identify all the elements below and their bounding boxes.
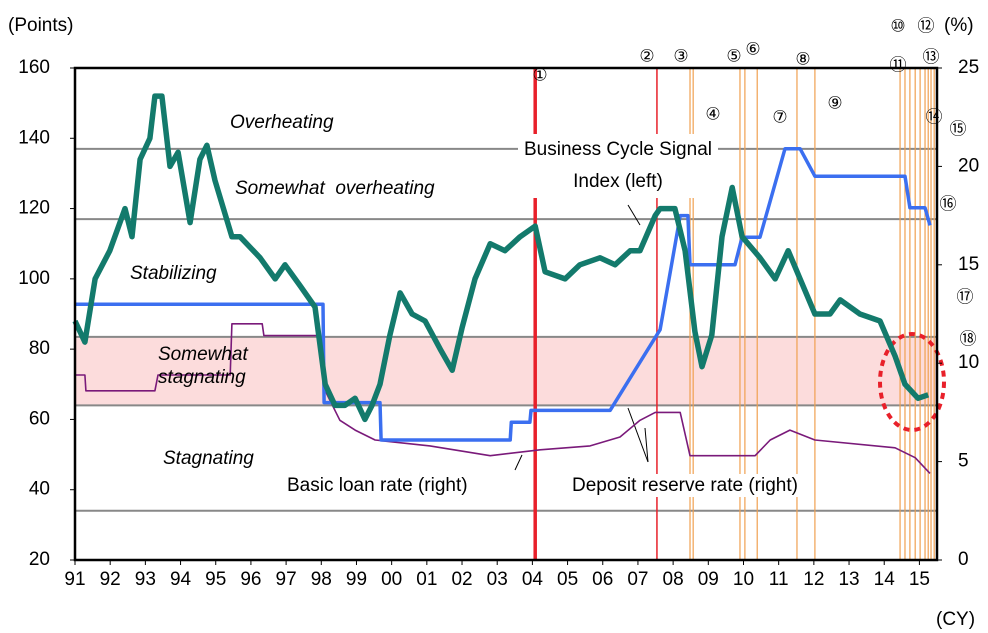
event-label: ⑭ [926,107,943,126]
x-tick-label: 94 [170,569,192,590]
event-label: ④ [705,104,720,123]
event-label: ⑥ [745,39,760,58]
shaded-band [75,336,937,406]
y-tick-label: 80 [29,338,50,359]
x-tick-label: 15 [909,569,930,590]
series-label: Deposit reserve rate (right) [572,474,798,497]
y-tick-label: 20 [29,549,50,570]
event-label: ⑪ [890,55,907,74]
x-tick-label: 00 [381,569,402,590]
y2-axis-label: (%) [944,15,974,36]
y2-tick-label: 15 [958,254,979,275]
x-tick-label: 95 [205,569,226,590]
x-tick-label: 99 [346,569,367,590]
y-tick-label: 60 [29,408,50,429]
x-tick-label: 01 [416,569,437,590]
event-label: ③ [673,46,688,65]
event-label: ⑩ [890,16,905,35]
x-tick-label: 12 [803,569,824,590]
event-label: ⑮ [950,119,967,138]
y2-tick-label: 25 [958,57,979,78]
event-label: ① [532,65,547,84]
y2-tick-label: 10 [958,352,979,373]
highlight-ellipse [878,332,946,432]
event-label: ⑬ [923,47,940,66]
event-label: ⑰ [957,287,974,306]
x-tick-label: 14 [874,569,896,590]
event-label: ⑦ [772,107,787,126]
x-tick-label: 07 [627,569,648,590]
zone-label: Somewhat stagnating [158,344,248,388]
x-tick-label: 92 [100,569,121,590]
y-tick-label: 160 [18,57,50,78]
zone-label: Somewhat overheating [235,178,435,199]
series-label: Business Cycle Signal Index (left) [518,134,718,198]
event-label: ⑫ [918,16,935,35]
y-tick-label: 120 [18,198,50,219]
series-label: Basic loan rate (right) [287,474,468,497]
zone-label: Stabilizing [130,263,217,284]
plot-frame [73,66,939,562]
event-label: ⑯ [940,194,957,213]
x-tick-label: 09 [698,569,719,590]
pointer-arrows [514,204,649,471]
x-tick-label: 04 [522,569,544,590]
x-tick-label: 13 [838,569,859,590]
event-label: ⑱ [960,329,977,348]
x-tick-label: 11 [769,569,789,590]
zone-label: Stagnating [163,448,254,469]
y2-tick-label: 20 [958,155,979,176]
x-tick-label: 91 [64,569,85,590]
x-tick-label: 10 [733,569,754,590]
x-tick-label: 96 [240,569,261,590]
x-tick-label: 02 [451,569,472,590]
x-tick-label: 03 [487,569,508,590]
event-label: ⑤ [726,46,741,65]
x-tick-label: 08 [663,569,684,590]
y2-tick-label: 5 [958,451,969,472]
y-tick-label: 100 [18,268,50,289]
event-label: ⑨ [827,93,842,112]
x-axis-label: (CY) [936,609,975,630]
y-tick-label: 40 [29,479,50,500]
y-axis-label: (Points) [8,15,73,36]
y2-tick-label: 0 [958,549,969,570]
zone-label: Overheating [230,112,334,133]
x-tick-label: 93 [135,569,156,590]
x-tick-label: 05 [557,569,578,590]
event-label: ⑧ [795,49,810,68]
event-label: ② [639,46,654,65]
x-tick-label: 98 [311,569,332,590]
y-tick-label: 140 [18,127,50,148]
x-tick-label: 06 [592,569,613,590]
series-line [72,93,930,423]
series-line [75,323,931,474]
x-tick-label: 97 [276,569,297,590]
series-line [75,146,932,442]
